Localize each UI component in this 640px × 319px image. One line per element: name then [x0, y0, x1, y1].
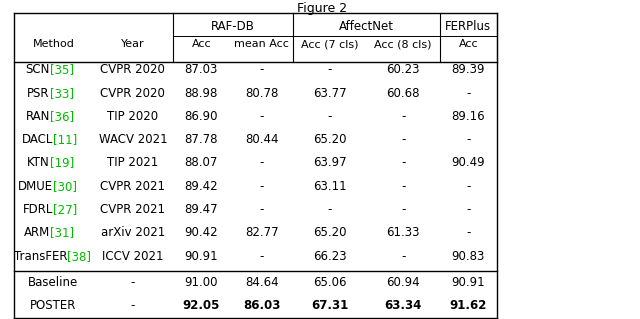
Text: 65.20: 65.20 — [313, 133, 347, 146]
Text: 80.44: 80.44 — [245, 133, 278, 146]
Text: [35]: [35] — [50, 63, 74, 76]
Text: Baseline: Baseline — [28, 276, 79, 289]
Text: TIP 2021: TIP 2021 — [108, 156, 159, 169]
Text: Acc: Acc — [458, 39, 478, 49]
Text: 87.03: 87.03 — [184, 63, 218, 76]
Text: Method: Method — [33, 39, 74, 49]
Text: [33]: [33] — [50, 86, 74, 100]
Text: 90.49: 90.49 — [451, 156, 485, 169]
Text: 90.91: 90.91 — [451, 276, 485, 289]
Text: CVPR 2020: CVPR 2020 — [100, 86, 165, 100]
Text: arXiv 2021: arXiv 2021 — [100, 226, 165, 239]
Text: 60.68: 60.68 — [387, 86, 420, 100]
Text: 89.39: 89.39 — [452, 63, 485, 76]
Text: 67.31: 67.31 — [312, 299, 349, 312]
Text: -: - — [259, 110, 264, 123]
Text: [38]: [38] — [67, 249, 92, 263]
Text: -: - — [259, 156, 264, 169]
Text: CVPR 2021: CVPR 2021 — [100, 203, 165, 216]
Text: 89.16: 89.16 — [451, 110, 485, 123]
Text: CVPR 2021: CVPR 2021 — [100, 180, 165, 193]
Text: 63.34: 63.34 — [385, 299, 422, 312]
Text: DMUE: DMUE — [19, 180, 53, 193]
Text: 87.78: 87.78 — [184, 133, 218, 146]
Text: ARM: ARM — [24, 226, 50, 239]
Text: 65.20: 65.20 — [313, 226, 347, 239]
Text: -: - — [466, 86, 470, 100]
Text: ICCV 2021: ICCV 2021 — [102, 249, 164, 263]
Text: 63.11: 63.11 — [313, 180, 347, 193]
Text: 90.83: 90.83 — [452, 249, 485, 263]
Text: -: - — [259, 63, 264, 76]
Text: 61.33: 61.33 — [387, 226, 420, 239]
Text: mean Acc: mean Acc — [234, 39, 289, 49]
Text: -: - — [466, 226, 470, 239]
Text: 88.98: 88.98 — [184, 86, 218, 100]
Text: 66.23: 66.23 — [313, 249, 347, 263]
Text: 84.64: 84.64 — [245, 276, 278, 289]
Text: -: - — [401, 156, 405, 169]
Text: -: - — [328, 203, 332, 216]
Text: -: - — [401, 249, 405, 263]
Text: 63.77: 63.77 — [313, 86, 347, 100]
Text: Acc (7 cls): Acc (7 cls) — [301, 39, 359, 49]
Text: TIP 2020: TIP 2020 — [108, 110, 159, 123]
Text: [27]: [27] — [53, 203, 77, 216]
Text: SCN: SCN — [26, 63, 50, 76]
Text: DACL: DACL — [22, 133, 53, 146]
Text: [31]: [31] — [50, 226, 74, 239]
Text: [19]: [19] — [50, 156, 74, 169]
Text: RAF-DB: RAF-DB — [211, 20, 255, 33]
Text: -: - — [466, 203, 470, 216]
Text: 92.05: 92.05 — [182, 299, 220, 312]
Text: 88.07: 88.07 — [184, 156, 218, 169]
Text: [36]: [36] — [50, 110, 74, 123]
Text: WACV 2021: WACV 2021 — [99, 133, 167, 146]
Text: 82.77: 82.77 — [245, 226, 278, 239]
Text: -: - — [259, 249, 264, 263]
Text: AffectNet: AffectNet — [339, 20, 394, 33]
Text: [11]: [11] — [53, 133, 77, 146]
Text: -: - — [466, 180, 470, 193]
Text: FERPlus: FERPlus — [445, 20, 492, 33]
Text: RAN: RAN — [26, 110, 50, 123]
Text: 89.42: 89.42 — [184, 180, 218, 193]
Text: TransFER: TransFER — [14, 249, 67, 263]
Text: -: - — [401, 203, 405, 216]
Text: -: - — [131, 276, 135, 289]
Text: 90.42: 90.42 — [184, 226, 218, 239]
Text: -: - — [259, 203, 264, 216]
Text: 60.94: 60.94 — [387, 276, 420, 289]
Text: -: - — [328, 63, 332, 76]
Text: 60.23: 60.23 — [387, 63, 420, 76]
Text: -: - — [466, 133, 470, 146]
Text: -: - — [401, 180, 405, 193]
Text: -: - — [401, 133, 405, 146]
Text: 80.78: 80.78 — [245, 86, 278, 100]
Text: -: - — [401, 110, 405, 123]
Text: 63.97: 63.97 — [313, 156, 347, 169]
Text: 86.90: 86.90 — [184, 110, 218, 123]
Text: Year: Year — [121, 39, 145, 49]
Text: PSR: PSR — [28, 86, 50, 100]
Text: FDRL: FDRL — [23, 203, 53, 216]
Text: -: - — [131, 299, 135, 312]
Text: 65.06: 65.06 — [313, 276, 347, 289]
Text: 86.03: 86.03 — [243, 299, 280, 312]
Text: Acc (8 cls): Acc (8 cls) — [374, 39, 432, 49]
Text: -: - — [328, 110, 332, 123]
Text: [30]: [30] — [53, 180, 77, 193]
Text: 91.62: 91.62 — [450, 299, 487, 312]
Text: POSTER: POSTER — [30, 299, 77, 312]
Text: 90.91: 90.91 — [184, 249, 218, 263]
Text: KTN: KTN — [27, 156, 50, 169]
Text: -: - — [259, 180, 264, 193]
Text: 89.47: 89.47 — [184, 203, 218, 216]
Text: 91.00: 91.00 — [184, 276, 218, 289]
Text: Acc: Acc — [191, 39, 211, 49]
Text: CVPR 2020: CVPR 2020 — [100, 63, 165, 76]
Text: Figure 2: Figure 2 — [297, 2, 347, 15]
